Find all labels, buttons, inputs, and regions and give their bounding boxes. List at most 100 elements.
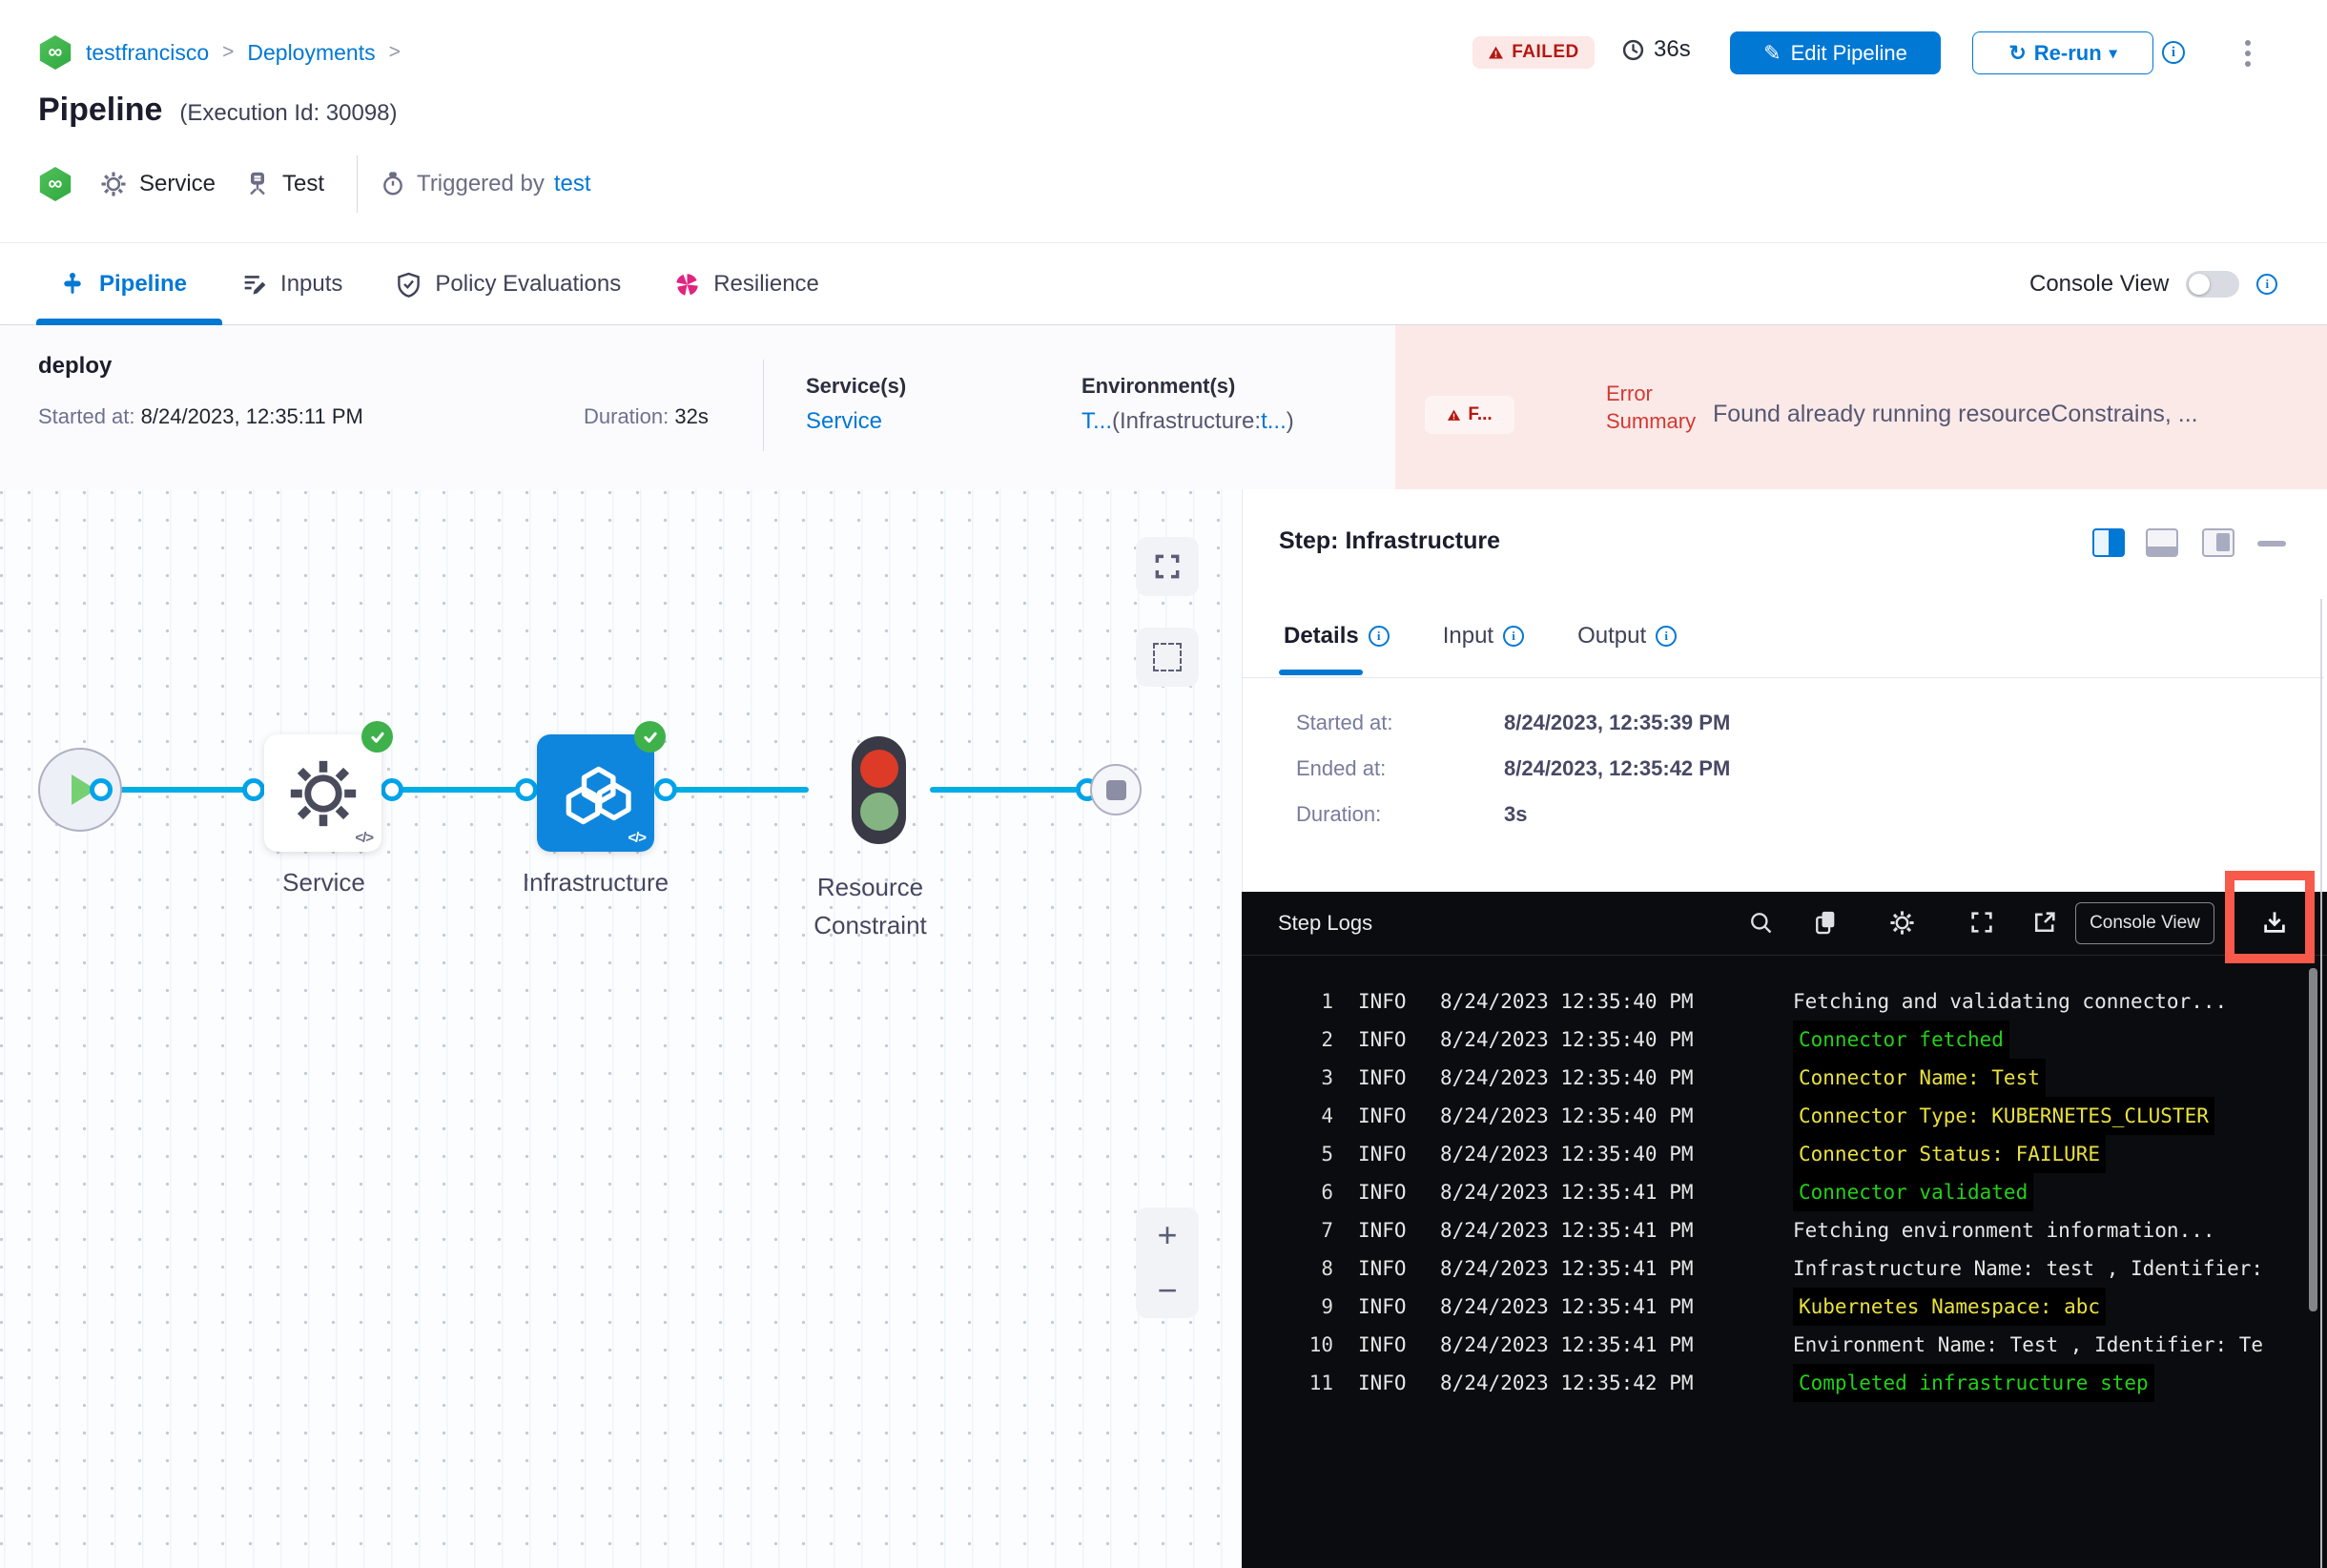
layout-bottom-view-icon[interactable] [2146, 528, 2178, 557]
node-service[interactable]: </> [264, 721, 393, 852]
node-resource-constraint[interactable] [852, 736, 906, 844]
green-light [859, 793, 898, 831]
divider [1242, 955, 2327, 956]
warning-icon [1448, 409, 1461, 421]
marquee-select-button[interactable] [1136, 628, 1199, 687]
info-icon[interactable]: i [1656, 626, 1678, 647]
edge [101, 787, 254, 793]
hexagons-icon [555, 753, 637, 835]
step-tab-input[interactable]: Input i [1443, 623, 1525, 650]
detail-row: Duration: 3s [1296, 802, 1528, 826]
breadcrumb-project[interactable]: testfrancisco [86, 39, 210, 65]
inputs-icon [244, 276, 266, 295]
log-line: 6 INFO 8/24/2023 12:35:41 PM Connector vali… [1286, 1173, 2327, 1211]
log-line: 5 INFO 8/24/2023 12:35:40 PM Connector Stat… [1286, 1135, 2327, 1173]
success-check-icon [634, 721, 666, 753]
log-settings-gear-icon[interactable] [1888, 909, 1916, 941]
tab-pipeline[interactable]: Pipeline [36, 271, 222, 325]
triggered-by-label: Triggered by [417, 171, 545, 196]
cd-module-icon: ∞ [39, 167, 72, 201]
services-value[interactable]: Service [806, 408, 883, 434]
node-port [90, 778, 113, 801]
zoom-in-button[interactable]: + [1157, 1215, 1178, 1254]
edge [930, 787, 1087, 793]
active-step-tab-underline [1279, 670, 1363, 675]
open-in-new-icon[interactable] [2031, 909, 2058, 940]
fullscreen-icon [1155, 554, 1180, 579]
node-port [654, 778, 677, 801]
fit-to-screen-button[interactable] [1136, 537, 1199, 596]
marquee-icon [1153, 643, 1182, 671]
download-logs-icon[interactable] [2260, 908, 2289, 941]
info-icon[interactable]: i [1503, 626, 1525, 647]
active-tab-underline [36, 319, 222, 325]
gear-icon [284, 754, 362, 833]
divider [763, 360, 764, 451]
log-line: 3 INFO 8/24/2023 12:35:40 PM Connector Name… [1286, 1059, 2327, 1097]
error-summary-label: Error Summary [1606, 382, 1697, 433]
environment-name[interactable]: Test [282, 171, 325, 196]
success-check-icon [361, 721, 393, 753]
node-infrastructure[interactable]: </> [537, 721, 666, 852]
search-icon[interactable] [1747, 909, 1774, 940]
environments-value[interactable]: T...(Infrastructure:t...) [1081, 408, 1294, 434]
step-tab-details[interactable]: Details i [1284, 623, 1390, 650]
rerun-button[interactable]: ↻ Re-run ▾ [1972, 31, 2153, 74]
info-icon[interactable]: i [2162, 41, 2185, 64]
log-line: 10 INFO 8/24/2023 12:35:41 PM Environment N… [1308, 1333, 2264, 1356]
divider [1243, 677, 2324, 678]
page-title-row: Pipeline (Execution Id: 30098) [38, 92, 398, 129]
breadcrumb-deployments[interactable]: Deployments [247, 39, 376, 65]
step-logs-panel: Step Logs Console View 1 INFO 8/24/2023 12… [1242, 892, 2327, 1568]
tab-inputs[interactable]: Inputs [240, 271, 342, 298]
log-line: 8 INFO 8/24/2023 12:35:41 PM Infrastructure… [1321, 1257, 2264, 1280]
pipeline-graph-canvas[interactable]: </> Service </> Infrastructure Resource … [0, 489, 1242, 1568]
edge [392, 787, 526, 793]
clock-icon [1622, 39, 1644, 60]
layout-right-view-icon[interactable] [2092, 528, 2125, 557]
tab-policy-evaluations[interactable]: Policy Evaluations [396, 271, 621, 298]
environment-icon [244, 171, 271, 197]
failed-chip: F... [1425, 396, 1514, 434]
breadcrumb: ∞ testfrancisco > Deployments > [38, 35, 401, 70]
caret-down-icon: ▾ [2109, 45, 2117, 62]
pencil-icon: ✎ [1763, 40, 1781, 65]
triggered-by-user[interactable]: test [553, 171, 591, 196]
zoom-out-button[interactable]: − [1157, 1270, 1178, 1310]
scrollbar-track [2320, 599, 2322, 1568]
resilience-icon [676, 273, 698, 296]
copy-icon[interactable] [1812, 909, 1839, 940]
service-name[interactable]: Service [139, 171, 216, 196]
layout-floating-view-icon[interactable] [2202, 528, 2234, 557]
log-lines: 1 INFO 8/24/2023 12:35:40 PM Fetching and v… [1286, 982, 2327, 1402]
more-options-menu[interactable] [2243, 38, 2253, 69]
info-icon[interactable]: i [2256, 274, 2278, 295]
info-icon[interactable]: i [1368, 626, 1390, 647]
services-label: Service(s) [806, 374, 907, 398]
tab-resilience[interactable]: Resilience [674, 271, 819, 298]
node-port [242, 778, 265, 801]
stage-name: deploy [38, 353, 113, 379]
step-logs-header: Step Logs Console View [1242, 892, 2327, 955]
node-port [381, 778, 403, 801]
edit-pipeline-button[interactable]: ✎ Edit Pipeline [1730, 31, 1941, 74]
console-view-toggle[interactable] [2186, 271, 2240, 298]
log-line: 7 INFO 8/24/2023 12:35:41 PM Fetching envir… [1321, 1219, 2215, 1242]
minimize-panel-icon[interactable] [2257, 541, 2286, 547]
node-port [515, 778, 538, 801]
step-tab-output[interactable]: Output i [1577, 623, 1678, 650]
console-view-button[interactable]: Console View [2075, 902, 2214, 944]
shield-check-icon [398, 272, 421, 298]
expand-fullscreen-icon[interactable] [1968, 909, 1995, 940]
scrollbar-thumb[interactable] [2309, 968, 2317, 1311]
log-line: 1 INFO 8/24/2023 12:35:40 PM Fetching and v… [1321, 990, 2228, 1013]
log-line: 2 INFO 8/24/2023 12:35:40 PM Connector fetc… [1286, 1021, 2327, 1059]
log-line: 4 INFO 8/24/2023 12:35:40 PM Connector Type… [1286, 1097, 2327, 1135]
detail-row: Ended at: 8/24/2023, 12:35:42 PM [1296, 756, 1731, 780]
breadcrumb-separator: > [388, 41, 401, 63]
log-line: 9 INFO 8/24/2023 12:35:41 PM Kubernetes Nam… [1286, 1288, 2327, 1326]
node-label-infrastructure: Infrastructure [522, 868, 669, 897]
log-line: 11 INFO 8/24/2023 12:35:42 PM Completed inf… [1286, 1364, 2327, 1402]
divider [357, 155, 359, 213]
